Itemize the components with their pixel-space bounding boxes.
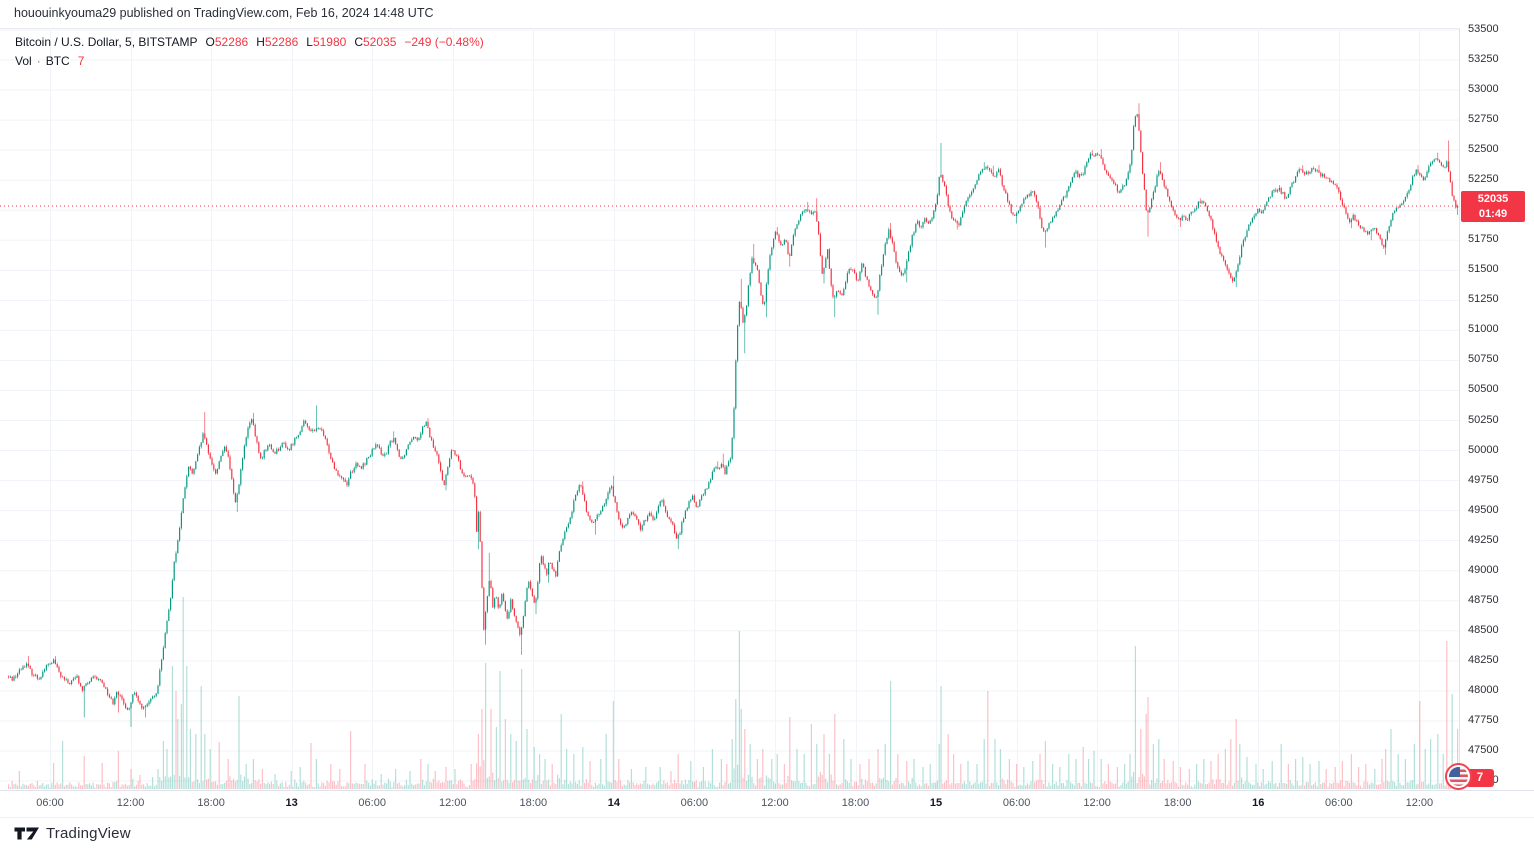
price-axis-label: 48750 <box>1468 593 1499 606</box>
change-value: −249 (−0.48%) <box>404 35 484 49</box>
candles-layer <box>8 103 1459 727</box>
current-price-badge: 52035 01:49 <box>1461 190 1525 222</box>
price-axis-label: 51750 <box>1468 233 1499 246</box>
us-flag-stripes <box>1449 767 1468 786</box>
price-axis-label: 50500 <box>1468 383 1499 396</box>
time-axis-day-label: 14 <box>607 797 620 809</box>
time-axis-label: 06:00 <box>358 797 386 809</box>
time-axis-label: 06:00 <box>1002 797 1031 809</box>
time-axis-day-label: 15 <box>929 797 943 809</box>
bar-countdown: 01:49 <box>1478 207 1508 220</box>
time-axis-day-label: 13 <box>285 797 298 809</box>
volume-row[interactable]: Vol · BTC 7 <box>15 52 484 71</box>
time-axis-label: 12:00 <box>1405 797 1434 809</box>
high-value: 52286 <box>264 35 299 49</box>
symbol-title: Bitcoin / U.S. Dollar, 5, BITSTAMP <box>15 35 198 49</box>
volume-value: 7 <box>77 54 85 68</box>
price-axis-label: 49250 <box>1468 533 1499 546</box>
brand-name[interactable]: TradingView <box>46 825 131 842</box>
volume-label: Vol <box>15 54 32 68</box>
price-axis-label: 49000 <box>1468 563 1499 576</box>
time-axis-label: 18:00 <box>1163 797 1192 809</box>
us-flag-icon <box>1445 763 1472 790</box>
time-axis-label: 12:00 <box>1083 797 1111 809</box>
symbol-row[interactable]: Bitcoin / U.S. Dollar, 5, BITSTAMP O 5228… <box>15 33 484 52</box>
price-axis-label: 53250 <box>1468 53 1499 66</box>
price-axis-label: 49500 <box>1468 503 1499 516</box>
price-axis-label: 50000 <box>1468 443 1499 456</box>
time-axis-label: 18:00 <box>841 797 870 809</box>
volume-separator: · <box>36 54 41 68</box>
price-axis[interactable]: 5350053250530005275052500522505200051750… <box>1459 23 1534 790</box>
price-axis-label: 51250 <box>1468 293 1499 306</box>
price-axis-label: 51000 <box>1468 323 1499 336</box>
time-axis-label: 12:00 <box>761 797 789 809</box>
time-axis-label: 18:00 <box>519 797 548 809</box>
price-axis-label: 53500 <box>1468 23 1499 35</box>
time-axis-label: 12:00 <box>116 797 145 809</box>
price-axis-label: 49750 <box>1468 473 1499 486</box>
time-axis-label: 18:00 <box>197 797 225 809</box>
price-axis-label: 47500 <box>1468 743 1499 756</box>
price-axis-label: 47750 <box>1468 713 1499 726</box>
open-label: O <box>205 35 215 49</box>
volume-layer <box>8 597 1459 789</box>
published-info: hououinkyouma29 published on TradingView… <box>14 6 434 20</box>
price-axis-label: 52750 <box>1468 113 1499 126</box>
low-label: L <box>306 35 313 49</box>
footer: TradingView <box>0 817 1534 854</box>
time-axis-day-label: 16 <box>1252 797 1265 809</box>
high-label: H <box>256 35 265 49</box>
tradingview-logo-icon[interactable] <box>14 826 42 842</box>
time-axis-label: 06:00 <box>36 797 64 809</box>
open-value: 52286 <box>214 35 249 49</box>
time-axis-label: 06:00 <box>1325 797 1353 809</box>
price-axis-label: 48500 <box>1468 623 1499 636</box>
close-label: C <box>354 35 363 49</box>
volume-axis-badge: 7 <box>1466 769 1494 787</box>
price-axis-label: 52500 <box>1468 143 1499 156</box>
price-axis-label: 51500 <box>1468 263 1499 276</box>
price-axis-label: 50250 <box>1468 413 1499 426</box>
low-value: 51980 <box>312 35 347 49</box>
time-axis-label: 06:00 <box>680 797 709 809</box>
pane-top-border <box>0 28 1534 29</box>
close-value: 52035 <box>363 35 397 49</box>
price-axis-label: 48000 <box>1468 683 1499 696</box>
candlestick-chart-canvas[interactable] <box>0 0 1459 790</box>
price-axis-label: 52250 <box>1468 173 1499 186</box>
time-axis[interactable]: 06:00 12:00 18:00 13 06:00 12:00 18:00 14 06:00 1… <box>0 790 1534 818</box>
current-price-label: 52035 <box>1477 192 1509 205</box>
price-axis-label: 53000 <box>1468 83 1499 96</box>
time-axis-label: 12:00 <box>438 797 467 809</box>
price-axis-label: 48250 <box>1468 653 1499 666</box>
chart-legend: Bitcoin / U.S. Dollar, 5, BITSTAMP O 5228… <box>15 33 484 71</box>
grid-lines <box>0 28 1459 789</box>
price-axis-label: 50750 <box>1468 353 1499 366</box>
volume-unit: BTC <box>45 54 70 68</box>
